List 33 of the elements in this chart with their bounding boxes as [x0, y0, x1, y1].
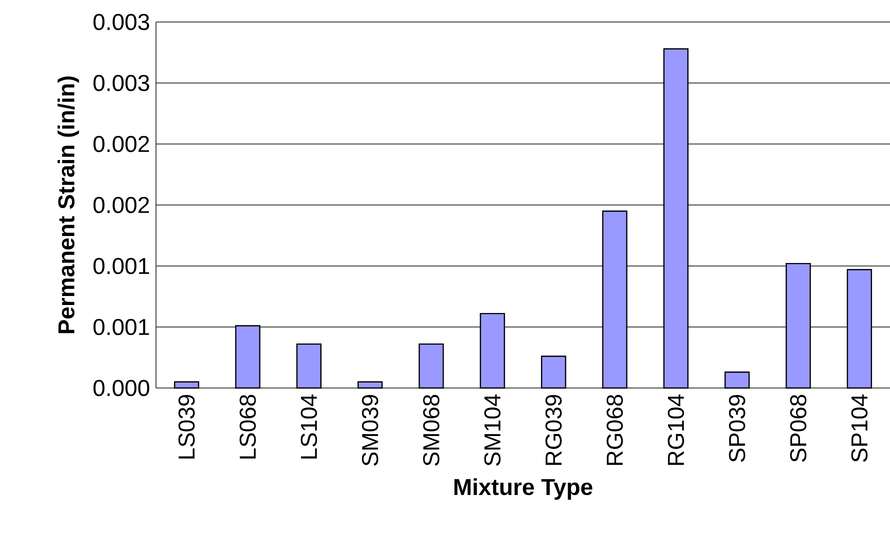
x-tick-label: SP039	[728, 394, 746, 462]
x-tick-label: SM039	[362, 394, 378, 466]
y-tick-label: 0.003	[93, 74, 150, 92]
x-tick-label: SM068	[423, 394, 440, 466]
x-tick-label: SP104	[851, 394, 868, 462]
bar	[786, 262, 811, 389]
bar	[663, 48, 689, 389]
y-tick-label: 0.003	[93, 14, 150, 30]
y-tick-label: 0.001	[93, 318, 150, 336]
y-tick-label: 0.002	[93, 136, 149, 152]
x-tick-label: SP068	[790, 394, 806, 462]
bar	[418, 343, 444, 389]
bar	[174, 381, 200, 389]
bar	[724, 372, 750, 389]
x-tick-label: RG068	[606, 394, 623, 465]
y-tick-label: 0.002	[93, 196, 149, 214]
x-tick-label: LS068	[240, 394, 256, 458]
bar	[846, 269, 872, 389]
bar	[480, 312, 506, 389]
x-tick-label: LS104	[300, 394, 318, 458]
bar	[235, 325, 260, 389]
bar	[357, 381, 383, 389]
y-axis-title: Permanent Strain (in/in)	[58, 76, 80, 334]
bar	[296, 343, 322, 389]
x-tick-label: RG104	[668, 394, 684, 465]
x-axis-title: Mixture Type	[454, 478, 592, 500]
y-tick-label: 0.001	[93, 258, 150, 274]
x-tick-label: RG039	[545, 394, 562, 465]
bar	[602, 210, 628, 389]
bar	[540, 356, 566, 389]
x-tick-label: SM104	[484, 394, 501, 466]
y-tick-label: 0.000	[93, 380, 150, 396]
x-tick-label: LS039	[178, 394, 195, 458]
